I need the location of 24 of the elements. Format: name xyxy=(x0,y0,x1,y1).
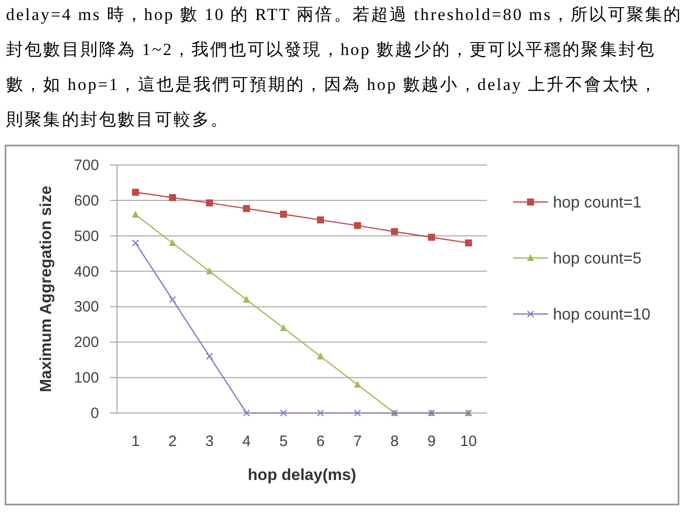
y-tick-label: 600 xyxy=(74,192,99,210)
y-tick-label: 700 xyxy=(74,157,99,174)
x-tick-label: 7 xyxy=(353,433,362,450)
x-tick-label: 10 xyxy=(460,433,477,450)
legend-label: hop count=5 xyxy=(553,250,642,268)
legend-label: hop count=10 xyxy=(553,306,651,324)
y-axis-title: Maximum Aggregation size xyxy=(38,186,55,392)
x-tick-label: 6 xyxy=(316,433,325,450)
x-tick-label: 2 xyxy=(168,433,177,450)
y-tick-label: 500 xyxy=(74,228,99,245)
x-axis-title: hop delay(ms) xyxy=(248,467,356,484)
x-tick-label: 9 xyxy=(427,433,436,450)
x-tick-label: 5 xyxy=(279,433,288,450)
y-tick-label: 0 xyxy=(90,405,99,422)
y-tick-label: 400 xyxy=(74,263,99,280)
x-tick-label: 1 xyxy=(131,433,140,450)
legend-label: hop count=1 xyxy=(553,194,642,212)
y-tick-label: 200 xyxy=(74,334,99,352)
paragraph: delay=4 ms 時，hop 數 10 的 RTT 兩倍。若超過 threshold=80 ms，所以可聚集的 封包數目則降為 1~2，我們也可以發現，hop 數越少的，更可以平穩的聚集封包 數，如 hop=1，這也是我們可預期的，因為 hop 數越小，delay 上升不會太快， 則聚集的封包數目可較多。 xyxy=(6,5,682,129)
x-tick-label: 8 xyxy=(390,433,399,450)
y-tick-label: 300 xyxy=(74,298,99,316)
y-tick-label: 100 xyxy=(74,370,99,387)
x-tick-label: 4 xyxy=(242,433,251,450)
x-tick-label: 3 xyxy=(205,433,214,450)
